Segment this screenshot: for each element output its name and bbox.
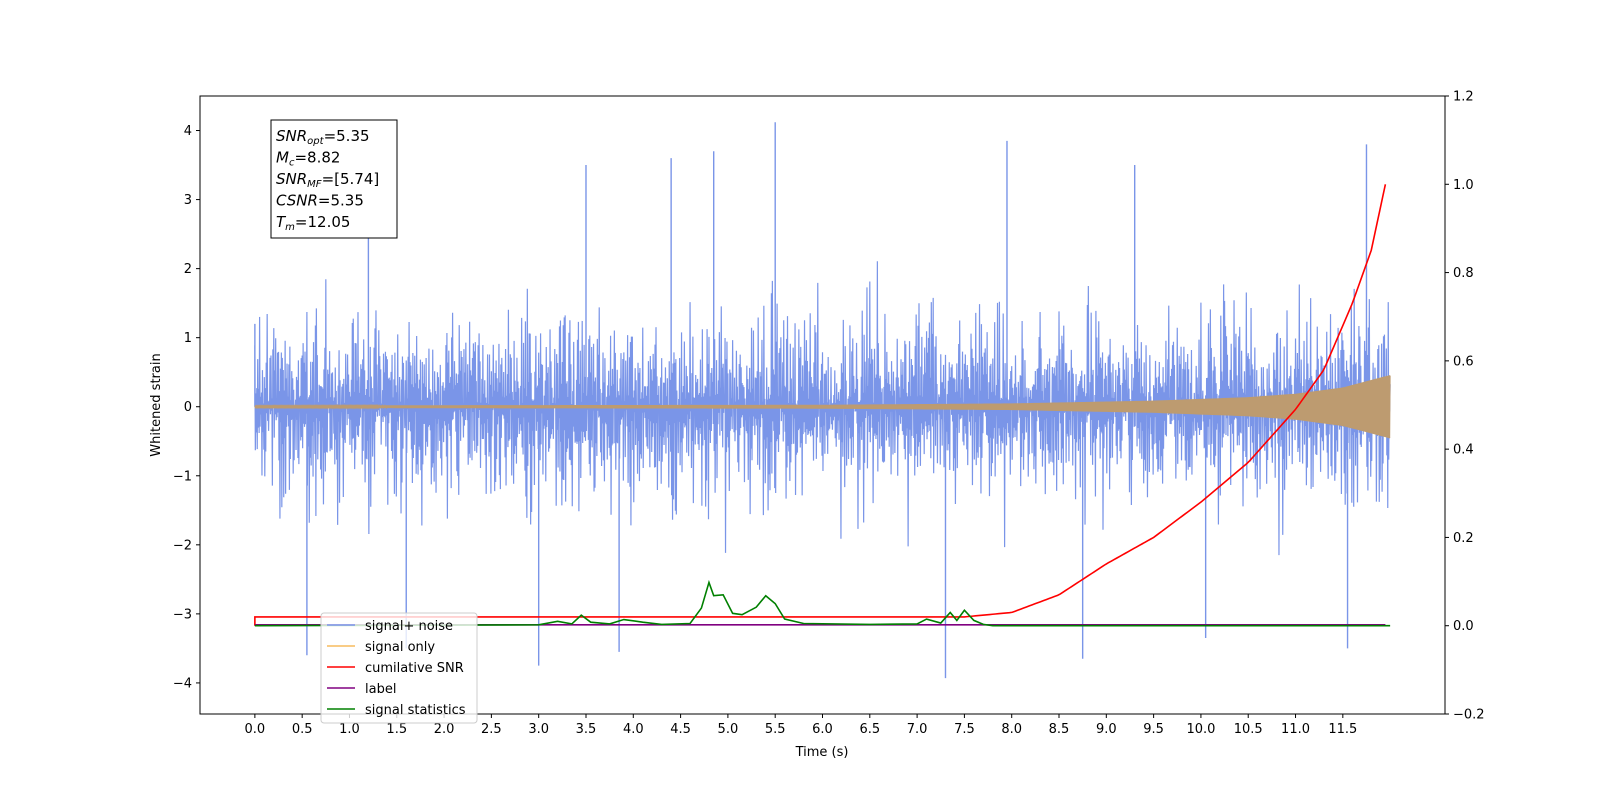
x-tick-label: 1.5 bbox=[386, 722, 407, 737]
x-tick-label: 4.5 bbox=[670, 722, 691, 737]
x-tick-label: 11.0 bbox=[1281, 722, 1310, 737]
x-tick-label: 2.0 bbox=[434, 722, 455, 737]
x-tick-label: 4.0 bbox=[623, 722, 644, 737]
annotation-line: Tm=12.05 bbox=[276, 213, 350, 233]
x-tick-label: 3.0 bbox=[528, 722, 549, 737]
annotation-line: SNRopt=5.35 bbox=[276, 127, 370, 147]
legend-frame bbox=[320, 612, 478, 724]
annotation-line: Mc=8.82 bbox=[276, 149, 340, 169]
y-tick-label: 3 bbox=[184, 193, 192, 208]
x-tick-label: 5.5 bbox=[765, 722, 786, 737]
series-signal-noise bbox=[254, 122, 1391, 679]
plot-area bbox=[254, 122, 1391, 679]
x-tick-label: 1.0 bbox=[339, 722, 360, 737]
y-tick-label: 1 bbox=[184, 331, 192, 346]
x-tick-label: 8.0 bbox=[1001, 722, 1022, 737]
y-tick-label: 2 bbox=[184, 262, 192, 277]
chirp-envelope-lower bbox=[254, 406, 1391, 439]
legend-label: cumilative SNR bbox=[365, 661, 464, 676]
x-tick-label: 9.0 bbox=[1096, 722, 1117, 737]
x-tick-label: 0.5 bbox=[292, 722, 313, 737]
legend-item: cumilative SNR bbox=[327, 661, 464, 676]
x-tick-label: 10.0 bbox=[1186, 722, 1215, 737]
y2-tick-label: 0.4 bbox=[1453, 443, 1474, 458]
x-tick-label: 7.5 bbox=[954, 722, 975, 737]
y2-tick-label: −0.2 bbox=[1453, 708, 1485, 723]
x-tick-label: 0.0 bbox=[245, 722, 266, 737]
y-axis-label: Whitened strain bbox=[149, 353, 164, 456]
y2-tick-label: 1.0 bbox=[1453, 178, 1474, 193]
series-signal-statistics bbox=[254, 579, 1391, 627]
x-tick-label: 2.5 bbox=[481, 722, 502, 737]
x-axis: 0.0 0.5 1.0 1.5 2.0 2.5 3.0 3.5 4.0 4.5 5.0 5.5 6.0 6… bbox=[245, 714, 1357, 737]
y-tick-label: −4 bbox=[173, 676, 192, 691]
y2-tick-label: 0.6 bbox=[1453, 354, 1474, 369]
x-tick-label: 11.5 bbox=[1328, 722, 1357, 737]
y2-tick-label: 1.2 bbox=[1453, 90, 1474, 105]
y-axis-left: −4 −3 −2 −1 0 1 2 3 4 bbox=[173, 124, 200, 691]
series-signal-only bbox=[254, 375, 1391, 439]
x-tick-label: 9.5 bbox=[1143, 722, 1164, 737]
y-tick-label: −1 bbox=[173, 469, 192, 484]
x-tick-label: 6.5 bbox=[859, 722, 880, 737]
x-tick-label: 10.5 bbox=[1234, 722, 1263, 737]
y2-tick-label: 0.0 bbox=[1453, 619, 1474, 634]
legend-item: signal statistics bbox=[327, 703, 466, 718]
series-line bbox=[254, 579, 1391, 627]
y2-tick-label: 0.8 bbox=[1453, 266, 1474, 281]
annotation-frame bbox=[270, 119, 398, 239]
y-tick-label: −3 bbox=[173, 607, 192, 622]
y-tick-label: 0 bbox=[184, 400, 192, 415]
legend-label: label bbox=[365, 682, 396, 697]
noise-trace bbox=[254, 261, 1391, 556]
y2-tick-label: 0.2 bbox=[1453, 531, 1474, 546]
annotation-line: CSNR=5.35 bbox=[276, 192, 364, 210]
x-tick-label: 6.0 bbox=[812, 722, 833, 737]
legend-label: signal+ noise bbox=[365, 619, 453, 634]
annotation-line: SNRMF=[5.74] bbox=[276, 170, 379, 190]
legend-item: label bbox=[327, 682, 396, 697]
legend-label: signal only bbox=[365, 640, 435, 655]
x-tick-label: 7.0 bbox=[907, 722, 928, 737]
x-tick-label: 8.5 bbox=[1049, 722, 1070, 737]
x-tick-label: 3.5 bbox=[576, 722, 597, 737]
y-tick-label: 4 bbox=[184, 124, 192, 139]
legend-item: signal+ noise bbox=[327, 619, 453, 634]
chirp-envelope-upper bbox=[254, 375, 1391, 407]
legend: signal+ noise signal only cumilative SNR la… bbox=[320, 612, 478, 724]
x-tick-label: 5.0 bbox=[718, 722, 739, 737]
legend-label: signal statistics bbox=[365, 703, 466, 718]
legend-item: signal only bbox=[327, 640, 435, 655]
y-tick-label: −2 bbox=[173, 538, 192, 553]
x-axis-label: Time (s) bbox=[795, 745, 849, 760]
y-axis-right: −0.2 0.0 0.2 0.4 0.6 0.8 1.0 1.2 bbox=[1445, 90, 1485, 723]
